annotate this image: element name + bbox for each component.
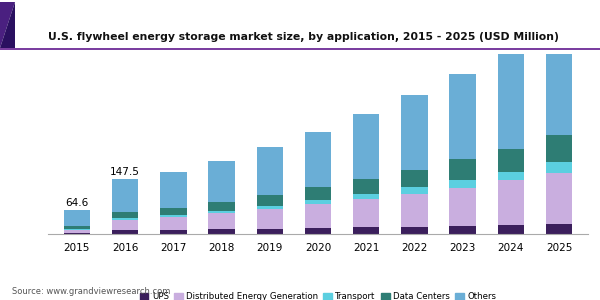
- Bar: [305, 132, 331, 187]
- Bar: [64, 226, 90, 229]
- Bar: [64, 210, 90, 226]
- Bar: [353, 227, 379, 234]
- Bar: [208, 202, 235, 211]
- Bar: [497, 148, 524, 172]
- Bar: [546, 224, 572, 234]
- Bar: [305, 204, 331, 228]
- Bar: [160, 217, 187, 230]
- Bar: [353, 194, 379, 199]
- Bar: [401, 169, 428, 187]
- Bar: [160, 215, 187, 217]
- Bar: [449, 159, 476, 180]
- Bar: [497, 180, 524, 225]
- Bar: [305, 200, 331, 204]
- Bar: [449, 226, 476, 234]
- Legend: UPS, Distributed Energy Generation, Transport, Data Centers, Others: UPS, Distributed Energy Generation, Tran…: [136, 289, 500, 300]
- Bar: [546, 172, 572, 224]
- Bar: [449, 188, 476, 226]
- Bar: [497, 172, 524, 180]
- Bar: [257, 229, 283, 234]
- Bar: [305, 228, 331, 234]
- Bar: [353, 178, 379, 194]
- Polygon shape: [0, 2, 15, 48]
- Polygon shape: [0, 2, 15, 48]
- Bar: [497, 225, 524, 234]
- Bar: [208, 213, 235, 229]
- Bar: [546, 24, 572, 135]
- Bar: [257, 147, 283, 195]
- Bar: [546, 135, 572, 162]
- Bar: [546, 162, 572, 172]
- Bar: [112, 218, 139, 220]
- Bar: [64, 230, 90, 232]
- Bar: [401, 226, 428, 234]
- Bar: [160, 230, 187, 234]
- Bar: [208, 161, 235, 202]
- Bar: [208, 229, 235, 234]
- Bar: [401, 187, 428, 194]
- Bar: [305, 187, 331, 200]
- Bar: [112, 179, 139, 212]
- Bar: [112, 230, 139, 234]
- Bar: [353, 199, 379, 227]
- Text: Source: www.grandviewresearch.com: Source: www.grandviewresearch.com: [12, 286, 170, 296]
- Bar: [64, 229, 90, 230]
- Text: 147.5: 147.5: [110, 167, 140, 177]
- Bar: [257, 206, 283, 209]
- Text: 64.6: 64.6: [65, 198, 89, 208]
- Bar: [64, 232, 90, 234]
- Bar: [497, 51, 524, 148]
- Bar: [449, 74, 476, 159]
- Bar: [257, 209, 283, 229]
- Text: U.S. flywheel energy storage market size, by application, 2015 - 2025 (USD Milli: U.S. flywheel energy storage market size…: [48, 32, 559, 43]
- Bar: [401, 95, 428, 170]
- Bar: [401, 194, 428, 226]
- Bar: [208, 211, 235, 213]
- Bar: [160, 208, 187, 215]
- Bar: [160, 172, 187, 208]
- Bar: [112, 220, 139, 230]
- Bar: [257, 195, 283, 206]
- Bar: [112, 212, 139, 218]
- Bar: [449, 180, 476, 188]
- Bar: [353, 114, 379, 178]
